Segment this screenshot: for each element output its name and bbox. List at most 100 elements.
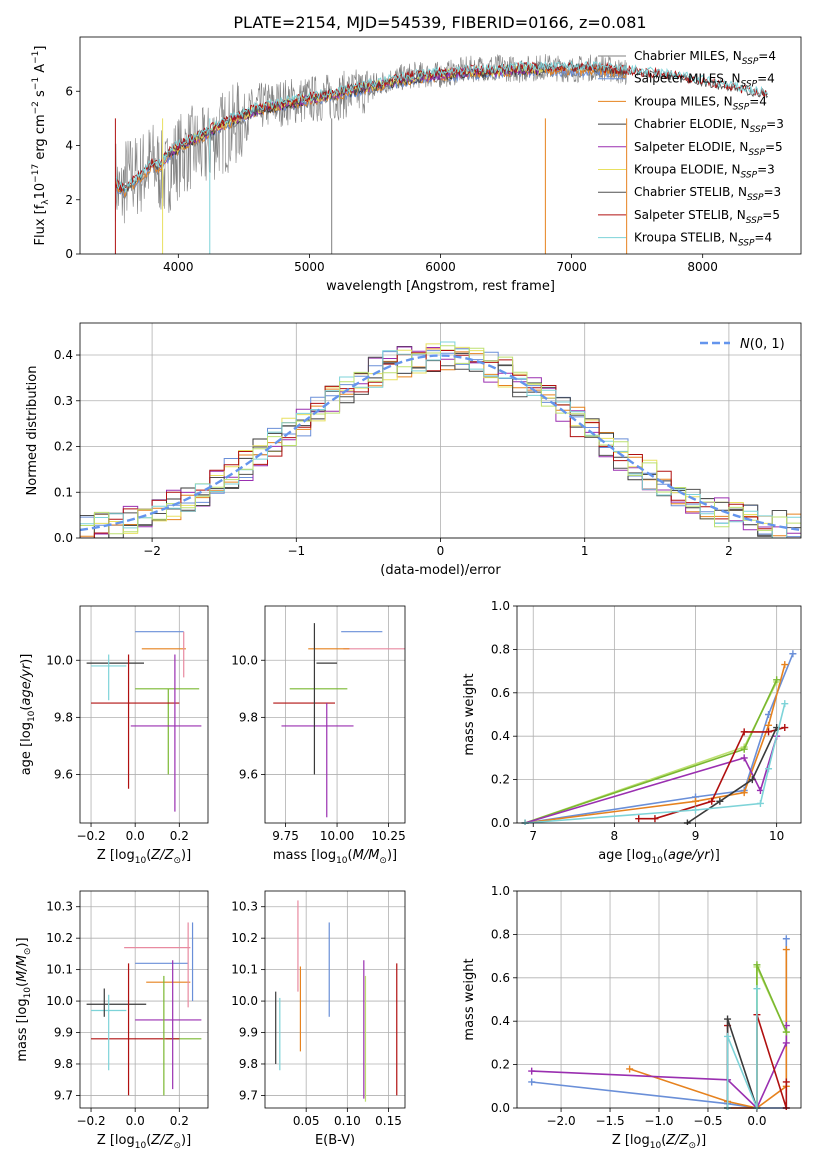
x-tick-label: 2: [725, 544, 733, 558]
mass-weight-marker: [528, 1067, 536, 1075]
mass-weight-marker: [651, 815, 659, 823]
mass-weight-marker: [781, 700, 789, 708]
label-part: 10: [33, 183, 48, 200]
y-tick-label: 9.8: [54, 1057, 73, 1071]
y-tick-label: 9.7: [54, 1088, 73, 1102]
residual-legend-label: N(0, 1): [740, 337, 785, 352]
label-part: Chabrier ELODIE, N: [634, 117, 750, 131]
legend-label: Kroupa ELODIE, NSSP=3: [634, 163, 775, 181]
label-part: SSP: [748, 148, 765, 158]
mass-weight-marker: [692, 806, 700, 814]
mass-weight-marker: [756, 799, 764, 807]
label-part: )]: [15, 937, 30, 947]
spectrum-ylabel: Flux [fλ10−17 erg cm−2 s−1 A−1]: [31, 46, 51, 246]
y-tick-label: 10.0: [231, 653, 258, 667]
x-tick-label: 0: [437, 544, 445, 558]
label-part: Kroupa STELIB, N: [634, 231, 738, 245]
x-tick-label: 4000: [163, 260, 194, 274]
label-part: (: [663, 848, 668, 863]
mass-weight-marker: [724, 1015, 732, 1023]
label-part: (: [146, 1133, 151, 1148]
x-tick-label: 0.10: [334, 1114, 361, 1128]
label-part: SSP: [747, 193, 764, 203]
mass-weight-marker: [782, 1078, 790, 1086]
mass-weight-marker: [753, 961, 761, 969]
mass-weight-marker: [708, 797, 716, 805]
x-tick-label: −1.5: [595, 1114, 624, 1128]
label-part: Kroupa ELODIE, N: [634, 163, 741, 177]
z-age-xlabel: Z [log10(Z/Z⊙)]: [97, 848, 191, 866]
x-tick-label: −2.0: [546, 1114, 575, 1128]
x-tick-label: 10.00: [320, 829, 354, 843]
y-tick-label: 0.2: [491, 1058, 510, 1072]
y-tick-label: 0.8: [491, 927, 510, 941]
z-mass-ylabel: mass [log10(M/M⊙)]: [15, 937, 33, 1061]
ebv-mass-axes: 0.05 0.10 0.15 9.7 9.8 9.9 10.0 10.1 10.2 10.3: [231, 891, 405, 1128]
x-tick-label: 0.0: [747, 1114, 766, 1128]
y-tick-label: 0.1: [54, 485, 73, 499]
y-tick-label: 9.6: [239, 767, 258, 781]
y-tick-label: 0.6: [491, 971, 510, 985]
y-tick-label: 10.0: [231, 994, 258, 1008]
x-tick-label: 0.2: [170, 829, 189, 843]
label-part: )]: [696, 1133, 706, 1148]
y-tick-label: 9.9: [54, 1026, 73, 1040]
mass-weight-marker: [782, 1028, 790, 1036]
label-part: Z/Z: [665, 1133, 689, 1148]
label-part: =3: [766, 117, 784, 131]
label-part: =4: [757, 72, 775, 86]
label-part: (: [348, 848, 353, 863]
label-part: Chabrier MILES, N: [634, 49, 742, 63]
age-massweight-xlabel: age [log10(age/yr)]: [598, 848, 720, 866]
y-tick-label: 6: [65, 84, 73, 98]
label-part: Salpeter ELODIE, N: [634, 140, 748, 154]
label-part: s: [33, 90, 48, 101]
label-part: age [log: [19, 722, 34, 775]
gaussian-curve: [80, 354, 801, 532]
label-part: Salpeter MILES, N: [634, 72, 741, 86]
mass-weight-marker: [740, 728, 748, 736]
x-tick-label: 0.05: [293, 1114, 320, 1128]
z-age-frame: [79, 605, 209, 824]
x-tick-label: 0.0: [126, 1114, 145, 1128]
label-part: Z [log: [97, 848, 135, 863]
label-part: 10: [135, 856, 147, 866]
mass-weight-marker: [773, 676, 781, 684]
age-massweight-ylabel: mass weight: [462, 673, 477, 755]
label-part: age [log: [598, 848, 651, 863]
label-part: Salpeter STELIB, N: [634, 208, 746, 222]
label-part: Z/Z: [150, 848, 174, 863]
y-tick-label: 9.8: [54, 710, 73, 724]
label-part: Flux [f: [33, 204, 48, 245]
age-massweight-frame: [516, 605, 802, 824]
label-part: M/M: [353, 848, 380, 863]
label-part: λ: [41, 199, 51, 205]
label-part: 10: [336, 856, 348, 866]
label-part: SSP: [733, 102, 750, 112]
label-part: age/yr: [19, 662, 34, 705]
ebv-mass-xlabel: E(B-V): [315, 1133, 355, 1148]
y-tick-label: 10.2: [231, 931, 258, 945]
mass-age-xlabel: mass [log10(M/M⊙)]: [273, 848, 397, 866]
label-part: =5: [762, 208, 780, 222]
x-tick-label: 7000: [556, 260, 587, 274]
x-tick-label: −2: [143, 544, 161, 558]
y-tick-label: 0.0: [491, 816, 510, 830]
mass-weight-marker: [724, 1032, 732, 1040]
x-tick-label: 9: [692, 829, 700, 843]
label-part: =4: [758, 49, 776, 63]
z-mass-xlabel: Z [log10(Z/Z⊙)]: [97, 1133, 191, 1151]
model-spectrum-line: [114, 61, 769, 192]
y-tick-label: 0.2: [491, 773, 510, 787]
mass-weight-marker: [740, 754, 748, 762]
label-part: A: [33, 64, 48, 77]
label-part: )]: [19, 654, 34, 664]
y-tick-label: 9.9: [239, 1026, 258, 1040]
y-tick-label: 10.1: [231, 963, 258, 977]
figure-title: PLATE=2154, MJD=54539, FIBERID=0166, z=0…: [233, 13, 646, 32]
y-tick-label: 0.4: [54, 348, 73, 362]
y-tick-label: 0.4: [491, 729, 510, 743]
y-tick-label: 0.2: [54, 440, 73, 454]
age-massweight-lines: [521, 650, 797, 825]
